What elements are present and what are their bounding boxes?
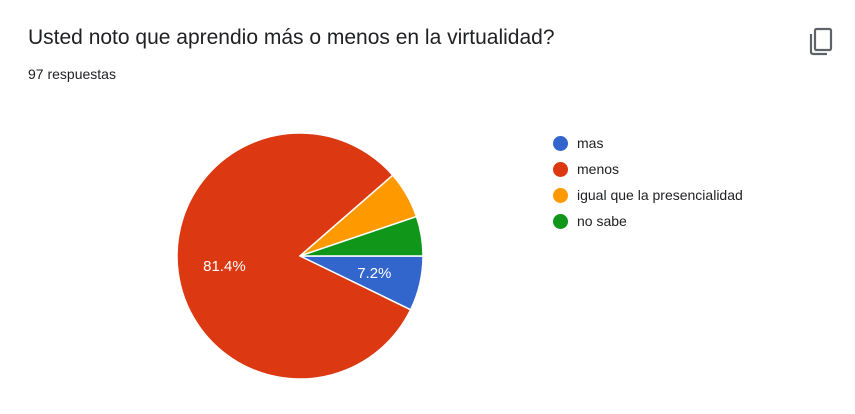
chart-title: Usted noto que aprendio más o menos en l…: [28, 26, 555, 49]
slice-label-menos: 81.4%: [203, 258, 246, 275]
slice-label-mas: 7.2%: [357, 265, 391, 282]
legend-label: mas: [577, 135, 604, 151]
pie-chart: 7.2% 81.4%: [176, 132, 424, 380]
legend-swatch: [553, 187, 568, 203]
legend-label: menos: [577, 161, 620, 177]
legend-item-igual-que-la-presencialidad[interactable]: igual que la presencialidad: [553, 182, 743, 208]
legend-item-menos[interactable]: menos: [553, 156, 743, 182]
pie-slice-menos[interactable]: [176, 132, 412, 380]
response-count: 97 respuestas: [28, 66, 116, 82]
legend-item-no-sabe[interactable]: no sabe: [553, 208, 743, 234]
legend-swatch: [553, 213, 568, 229]
legend-item-mas[interactable]: mas: [553, 130, 743, 156]
legend-label: igual que la presencialidad: [577, 187, 743, 203]
chart-legend: mas menos igual que la presencialidad no sa…: [553, 130, 743, 234]
pie-slice-no-sabe[interactable]: [299, 215, 424, 257]
legend-swatch: [553, 161, 568, 177]
copy-icon: [809, 27, 833, 56]
legend-label: no sabe: [577, 213, 627, 229]
legend-swatch: [553, 135, 568, 151]
copy-chart-button[interactable]: [802, 24, 838, 60]
